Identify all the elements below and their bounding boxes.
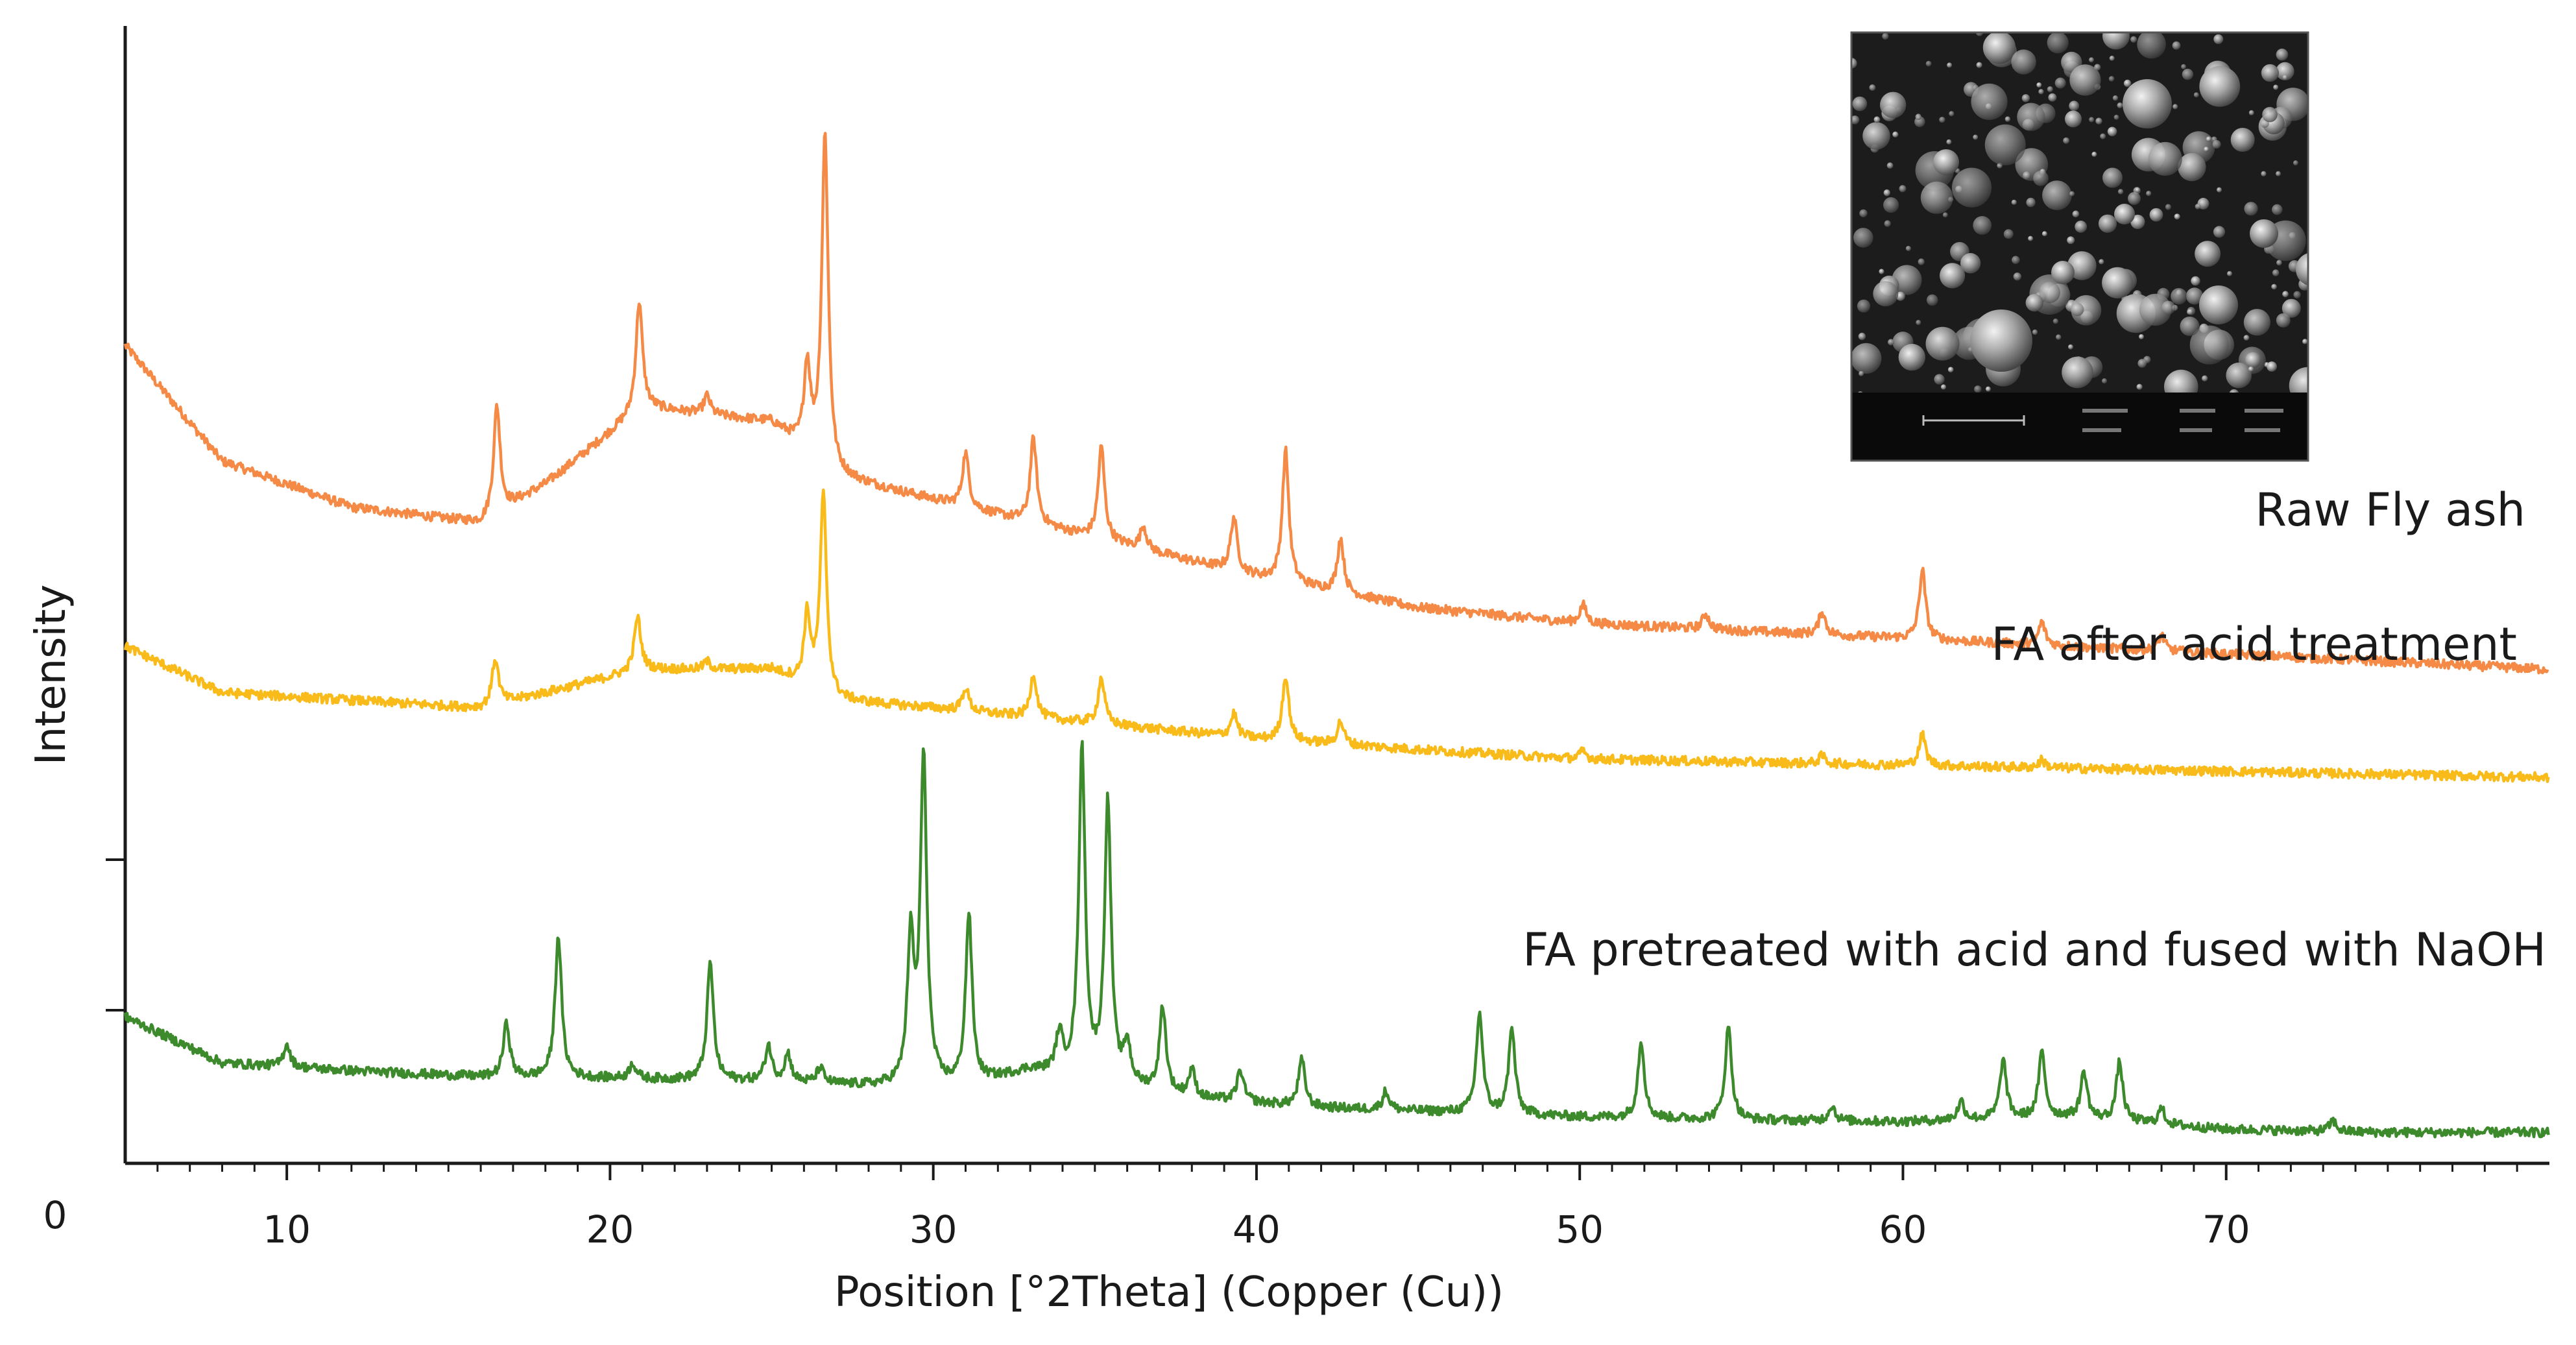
x-tick-label: 70 [2202,1207,2250,1252]
x-tick-label: 10 [263,1207,311,1252]
x-tick-label: 30 [909,1207,957,1252]
series-label-raw-fly-ash: Raw Fly ash [2255,483,2525,537]
series-line-1 [123,488,2550,783]
sem-info-bar [1851,393,2308,461]
series-label-fa-pretreated-naoh: FA pretreated with acid and fused with N… [1523,923,2546,976]
x-tick-label: 40 [1233,1207,1281,1252]
x-tick-label: 60 [1879,1207,1927,1252]
y-axis-title: Intensity [27,585,75,766]
sem-micrograph-inset [1850,31,2309,462]
x-tick-label: 50 [1556,1207,1604,1252]
series-traces [123,132,2550,1139]
series-line-0 [123,132,2549,675]
y-origin-label: 0 [43,1193,67,1237]
x-axis-tick-labels: 10 20 30 40 50 60 70 [263,1207,2250,1252]
series-line-2 [123,740,2550,1139]
x-axis-title: Position [°2Theta] (Copper (Cu)) [834,1268,1504,1316]
series-label-fa-after-acid-treatment: FA after acid treatment [1991,618,2517,671]
x-axis-ticks [156,1163,2518,1180]
x-tick-label: 20 [586,1207,634,1252]
